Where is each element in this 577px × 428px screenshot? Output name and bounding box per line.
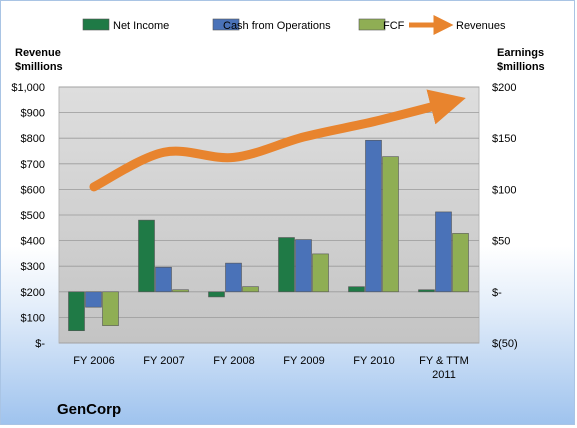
x-tick-label: 2011 [432, 369, 456, 381]
legend-swatch-fcf [358, 18, 386, 31]
net-income-bar [208, 291, 225, 298]
cash-from-operations-bar [365, 139, 382, 293]
fcf-bar [102, 291, 119, 326]
left-tick-label: $400 [21, 236, 45, 248]
gridlines [59, 86, 479, 344]
fcf-bar [452, 233, 469, 293]
company-name: GenCorp [57, 401, 121, 418]
legend-label-fcf: FCF [383, 20, 405, 32]
right-tick-label: $200 [492, 82, 516, 94]
left-tick-label: $700 [21, 159, 45, 171]
x-tick-label: FY 2008 [213, 355, 254, 367]
fcf-bar [242, 286, 259, 293]
left-tick-label: $100 [21, 312, 45, 324]
legend: Net Income Cash from Operations FCF Revenue… [82, 15, 506, 35]
left-tick-label: $300 [21, 261, 45, 273]
net-income-bar [418, 289, 435, 293]
right-tick-label: $- [492, 287, 502, 299]
x-tick-label: FY 2010 [353, 355, 394, 367]
legend-label-cash-from-operations: Cash from Operations [223, 20, 331, 32]
left-tick-label: $1,000 [11, 82, 45, 94]
x-tick-label: FY & TTM [419, 355, 469, 367]
net-income-bar [348, 286, 365, 293]
x-tick-label: FY 2009 [283, 355, 324, 367]
left-tick-label: $- [35, 338, 45, 350]
bars [68, 139, 469, 332]
cash-from-operations-bar [435, 211, 452, 293]
legend-label-revenues: Revenues [456, 20, 506, 32]
left-axis-ticks: $- $100 $200 $300 $400 $500 $600 $700 $800 $900 $1… [11, 82, 45, 350]
left-tick-label: $800 [21, 133, 45, 145]
legend-swatch-cash-from-operations [212, 18, 240, 31]
right-tick-label: $(50) [492, 338, 518, 350]
right-axis-title: Earnings $millions [497, 47, 547, 73]
x-tick-label: FY 2006 [73, 355, 114, 367]
cash-from-operations-bar [85, 291, 102, 308]
fcf-bar [382, 156, 399, 293]
left-tick-label: $500 [21, 210, 45, 222]
right-tick-label: $100 [492, 184, 516, 196]
legend-label-net-income: Net Income [113, 20, 169, 32]
cash-from-operations-bar [225, 262, 242, 293]
net-income-bar [68, 291, 85, 332]
right-tick-label: $50 [492, 236, 510, 248]
left-axis-title: Revenue $millions [15, 47, 64, 73]
revenues-line [89, 89, 466, 192]
cash-from-operations-bar [155, 266, 172, 293]
legend-swatch-net-income [82, 18, 110, 31]
left-tick-label: $600 [21, 184, 45, 196]
net-income-bar [278, 237, 295, 293]
cash-from-operations-bar [295, 239, 312, 293]
x-axis-ticks: FY 2006 FY 2007 FY 2008 FY 2009 FY 2010 FY & … [73, 355, 469, 381]
x-tick-label: FY 2007 [143, 355, 184, 367]
left-tick-label: $200 [21, 287, 45, 299]
revenue-line [89, 89, 466, 192]
right-tick-label: $150 [492, 133, 516, 145]
fcf-bar [312, 253, 329, 293]
net-income-bar [138, 219, 155, 293]
fcf-bar [172, 289, 189, 293]
left-tick-label: $900 [21, 108, 45, 120]
right-axis-ticks: $(50) $- $50 $100 $150 $200 [492, 82, 518, 350]
